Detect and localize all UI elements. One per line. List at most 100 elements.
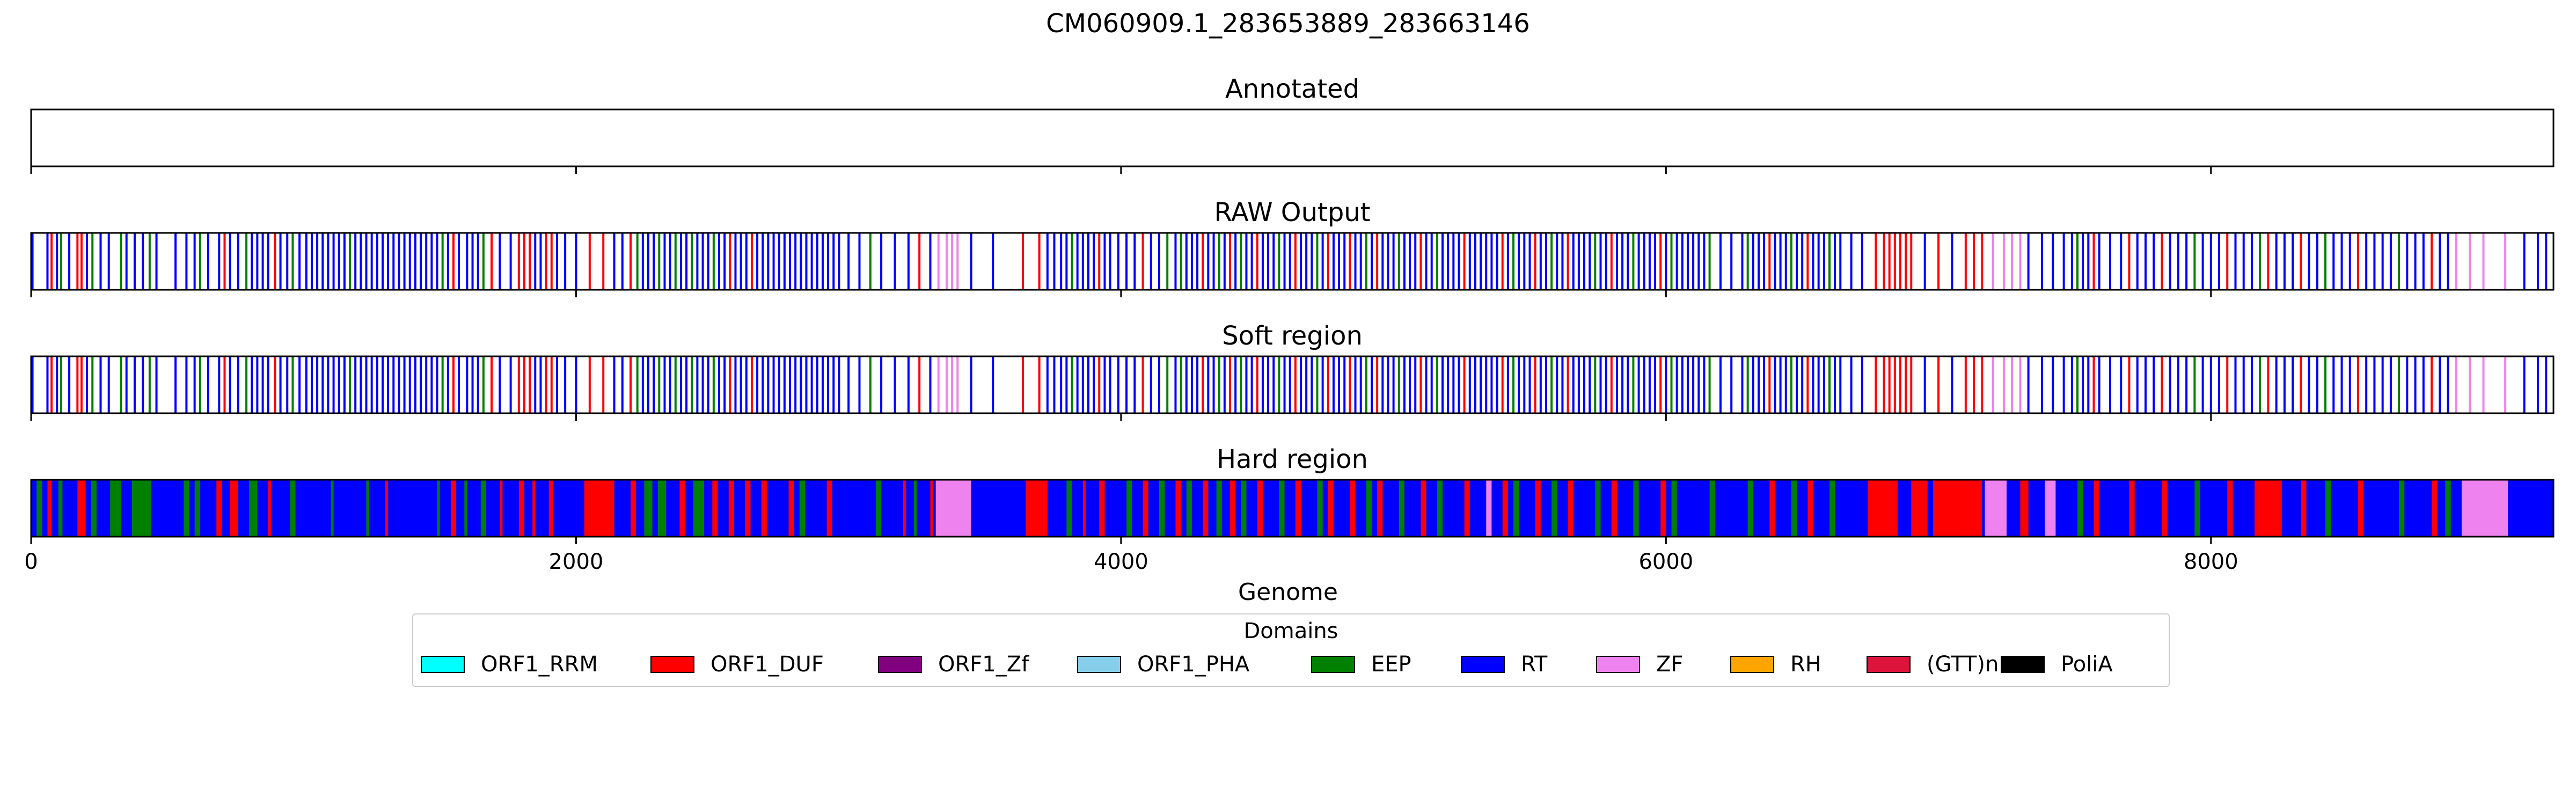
domain-mark <box>1365 233 1367 290</box>
legend-label: ORF1_Zf <box>938 652 1029 677</box>
domain-block <box>1911 480 1928 537</box>
domain-block <box>1502 480 1508 537</box>
domain-mark <box>2373 233 2376 290</box>
domain-mark <box>1240 233 1242 290</box>
domain-mark <box>621 233 624 290</box>
domain-mark <box>1686 356 1689 413</box>
domain-mark <box>1539 356 1542 413</box>
domain-mark <box>1518 356 1520 413</box>
domain-mark <box>545 356 547 413</box>
domain-mark <box>1403 233 1406 290</box>
domain-block <box>1595 480 1601 537</box>
domain-mark <box>2136 233 2139 290</box>
domain-mark <box>245 356 248 413</box>
domain-mark <box>86 356 89 413</box>
domain-mark <box>1087 233 1089 290</box>
legend-swatch <box>1077 656 1121 673</box>
domain-mark <box>880 233 883 290</box>
domain-mark <box>425 356 428 413</box>
domain-mark <box>1490 356 1493 413</box>
domain-mark <box>1480 233 1482 290</box>
domain-mark <box>970 356 972 413</box>
domain-mark <box>1790 233 1792 290</box>
domain-mark <box>392 356 395 413</box>
domain-mark <box>452 356 455 413</box>
domain-block <box>826 480 832 537</box>
domain-block <box>1437 480 1443 537</box>
domain-mark <box>2283 356 2286 413</box>
domain-mark <box>1812 356 1814 413</box>
domain-mark <box>745 233 748 290</box>
domain-mark <box>327 233 330 290</box>
domain-mark <box>482 356 485 413</box>
domain-mark <box>1550 356 1553 413</box>
domain-mark <box>1512 233 1515 290</box>
domain-mark <box>1550 233 1553 290</box>
domain-mark <box>629 356 632 413</box>
domain-mark <box>685 233 688 290</box>
domain-mark <box>1730 356 1733 413</box>
legend-swatch <box>1461 656 1505 673</box>
domain-mark <box>1038 233 1041 290</box>
domain-mark <box>1654 356 1657 413</box>
panel-frame <box>30 479 2555 538</box>
domain-mark <box>1992 233 1994 290</box>
domain-block <box>1066 480 1072 537</box>
domain-block <box>131 480 151 537</box>
domain-mark <box>1053 233 1056 290</box>
domain-mark <box>261 233 264 290</box>
legend-label: (GTT)n <box>1927 652 1999 677</box>
domain-mark <box>1332 233 1335 290</box>
domain-mark <box>68 233 71 290</box>
domain-mark <box>970 233 972 290</box>
domain-mark <box>1228 233 1231 290</box>
domain-block <box>1671 480 1677 537</box>
domain-mark <box>517 233 520 290</box>
legend-swatch <box>650 656 694 673</box>
domain-mark <box>1212 233 1215 290</box>
domain-mark <box>1681 233 1684 290</box>
domain-mark <box>491 233 493 290</box>
legend-swatch <box>2001 656 2045 673</box>
panel-1: RAW Output <box>30 197 2555 297</box>
domain-mark <box>1893 233 1896 290</box>
domain-block <box>1660 480 1666 537</box>
domain-block <box>2162 480 2168 537</box>
domain-mark <box>1615 356 1618 413</box>
domain-mark <box>2076 356 2079 413</box>
domain-mark <box>1763 233 1766 290</box>
domain-mark <box>274 233 276 290</box>
domain-mark <box>1686 233 1689 290</box>
domain-mark <box>2267 233 2270 290</box>
domain-mark <box>1659 233 1662 290</box>
domain-mark <box>482 233 485 290</box>
domain-mark <box>2259 356 2262 413</box>
domain-mark <box>1117 233 1119 290</box>
domain-mark <box>1038 356 1041 413</box>
domain-mark <box>1463 233 1466 290</box>
domain-mark <box>1371 233 1373 290</box>
domain-mark <box>1202 233 1204 290</box>
domain-mark <box>937 233 940 290</box>
domain-mark <box>1937 356 1940 413</box>
domain-block <box>679 480 685 537</box>
domain-mark <box>1899 356 1901 413</box>
domain-mark <box>1632 233 1635 290</box>
domain-mark <box>2087 356 2090 413</box>
domain-mark <box>1343 356 1346 413</box>
domain-mark <box>1893 356 1896 413</box>
domain-block <box>903 480 906 537</box>
domain-mark <box>2226 233 2229 290</box>
domain-mark <box>647 233 649 290</box>
domain-mark <box>360 233 362 290</box>
domain-mark <box>207 233 210 290</box>
domain-mark <box>696 233 699 290</box>
domain-mark <box>408 356 411 413</box>
domain-mark <box>1964 356 1967 413</box>
domain-mark <box>2324 356 2327 413</box>
domain-mark <box>2109 233 2111 290</box>
domain-mark <box>805 356 808 413</box>
legend-label: ZF <box>1656 652 1684 677</box>
domain-mark <box>794 356 797 413</box>
domain-mark <box>2209 233 2212 290</box>
